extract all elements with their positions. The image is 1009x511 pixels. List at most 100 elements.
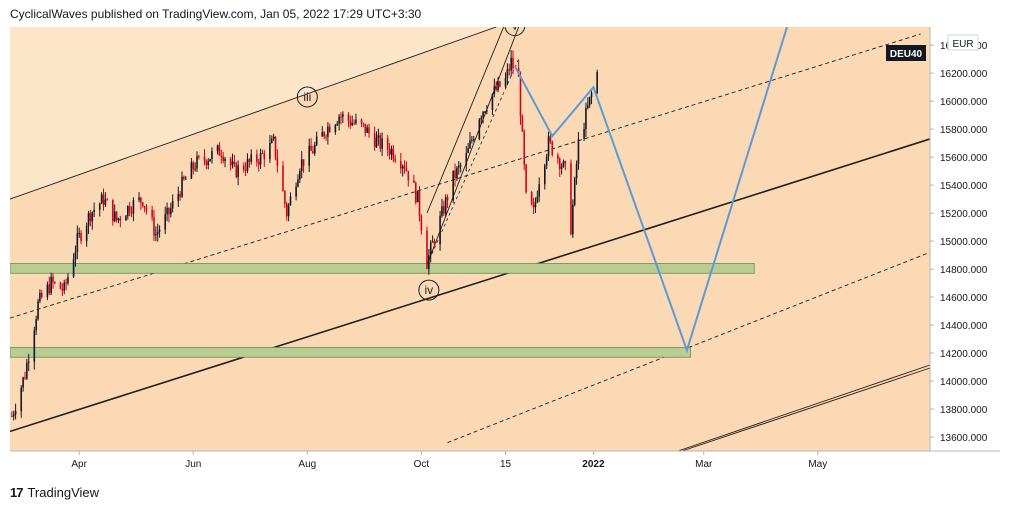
y-tick-label: 15400.000 xyxy=(940,181,988,192)
candle-body xyxy=(166,207,168,215)
candle-body xyxy=(484,111,486,113)
candle-body xyxy=(454,170,456,179)
candle-body xyxy=(192,162,195,169)
candle-body xyxy=(532,204,535,208)
wedge-line xyxy=(426,59,519,266)
candle-body xyxy=(140,197,142,203)
projection-line xyxy=(513,23,789,354)
candle-body xyxy=(181,176,183,197)
x-tick-label: Aug xyxy=(298,459,316,470)
candle-body xyxy=(321,132,324,137)
chart-area[interactable]: iii iv v 13600.000 13800.000 14000.000 14200.… xyxy=(9,0,1000,476)
candle-body xyxy=(289,196,292,205)
candle-body xyxy=(482,111,484,118)
candle-body xyxy=(386,138,389,150)
candle-body xyxy=(106,199,109,201)
candle-body xyxy=(98,203,101,210)
candle-body xyxy=(375,137,378,148)
candle-body xyxy=(478,119,481,140)
candle-body xyxy=(351,122,353,126)
candle-body xyxy=(349,120,352,126)
candle-body xyxy=(170,208,172,215)
candle-body xyxy=(392,148,395,160)
candle-body xyxy=(130,212,133,214)
candle-body xyxy=(194,168,196,170)
candle-body xyxy=(588,96,591,106)
candle-body xyxy=(54,282,56,284)
candle-body xyxy=(33,330,36,362)
candle-body xyxy=(381,138,383,149)
candle-body xyxy=(480,117,483,120)
candle-body xyxy=(27,361,30,364)
candle-body xyxy=(35,319,37,331)
candle-body xyxy=(235,163,238,178)
candle-body xyxy=(112,199,114,222)
chart-header: CyclicalWaves published on TradingView.c… xyxy=(10,7,422,21)
candle-body xyxy=(46,284,49,298)
y-tick-label: 14400.000 xyxy=(940,321,988,332)
candle-body xyxy=(302,159,305,166)
candle-body xyxy=(216,145,219,152)
price-chart[interactable]: iii iv v 13600.000 13800.000 14000.000 14200.… xyxy=(9,0,1000,476)
candle-body xyxy=(12,414,15,417)
candle-body xyxy=(467,148,469,153)
candle-body xyxy=(338,116,340,124)
candle-body xyxy=(220,155,223,157)
candle-body xyxy=(313,144,316,154)
candle-body xyxy=(164,214,167,230)
candle-body xyxy=(557,155,559,159)
rail-line xyxy=(681,367,931,452)
candle-body xyxy=(459,165,462,167)
candle-body xyxy=(300,159,303,172)
candle-body xyxy=(257,161,260,165)
candle-body xyxy=(222,156,224,162)
candle-body xyxy=(491,93,494,110)
candle-body xyxy=(39,292,41,302)
candle-body xyxy=(583,128,585,139)
candle-body xyxy=(244,169,247,171)
candle-body xyxy=(104,199,107,205)
candle-body xyxy=(456,167,458,179)
candle-body xyxy=(497,81,499,91)
x-tick-label: Oct xyxy=(414,459,430,470)
candle-body xyxy=(534,201,537,208)
candle-body xyxy=(209,158,211,162)
candle-body xyxy=(263,153,266,160)
candle-body xyxy=(504,77,507,87)
candle-body xyxy=(85,225,88,242)
candle-body xyxy=(308,145,310,166)
wave-label-circle xyxy=(296,86,318,108)
candle-body xyxy=(506,69,509,78)
candle-body xyxy=(89,213,92,222)
symbol-tag: DEU40 xyxy=(886,45,926,61)
candle-body xyxy=(270,139,273,143)
candle-body xyxy=(284,191,286,204)
candle-body xyxy=(465,152,468,166)
candle-body xyxy=(61,288,64,291)
support-zones xyxy=(9,263,755,358)
candle-body xyxy=(368,127,370,134)
trend-line xyxy=(9,26,497,200)
candle-body xyxy=(596,72,598,93)
candle-body xyxy=(138,197,140,201)
candle-body xyxy=(403,166,406,169)
candle-body xyxy=(572,204,574,235)
candle-body xyxy=(413,180,415,183)
candle-body xyxy=(237,165,239,178)
candle-body xyxy=(67,276,69,284)
candle-body xyxy=(80,232,82,242)
candle-body xyxy=(256,154,258,162)
footer[interactable]: 17 TradingView xyxy=(10,485,99,500)
candle-body xyxy=(203,156,206,161)
candle-body xyxy=(362,123,365,125)
candle-body xyxy=(125,216,127,221)
candle-body xyxy=(128,206,131,213)
candle-body xyxy=(328,126,331,133)
candle-body xyxy=(429,242,432,256)
y-axis: 13600.000 13800.000 14000.000 14200.000 1440… xyxy=(930,41,988,444)
candle-body xyxy=(549,136,552,142)
candle-body xyxy=(274,136,277,158)
candle-body xyxy=(127,206,129,217)
candle-body xyxy=(52,276,54,283)
candle-body xyxy=(37,301,39,320)
